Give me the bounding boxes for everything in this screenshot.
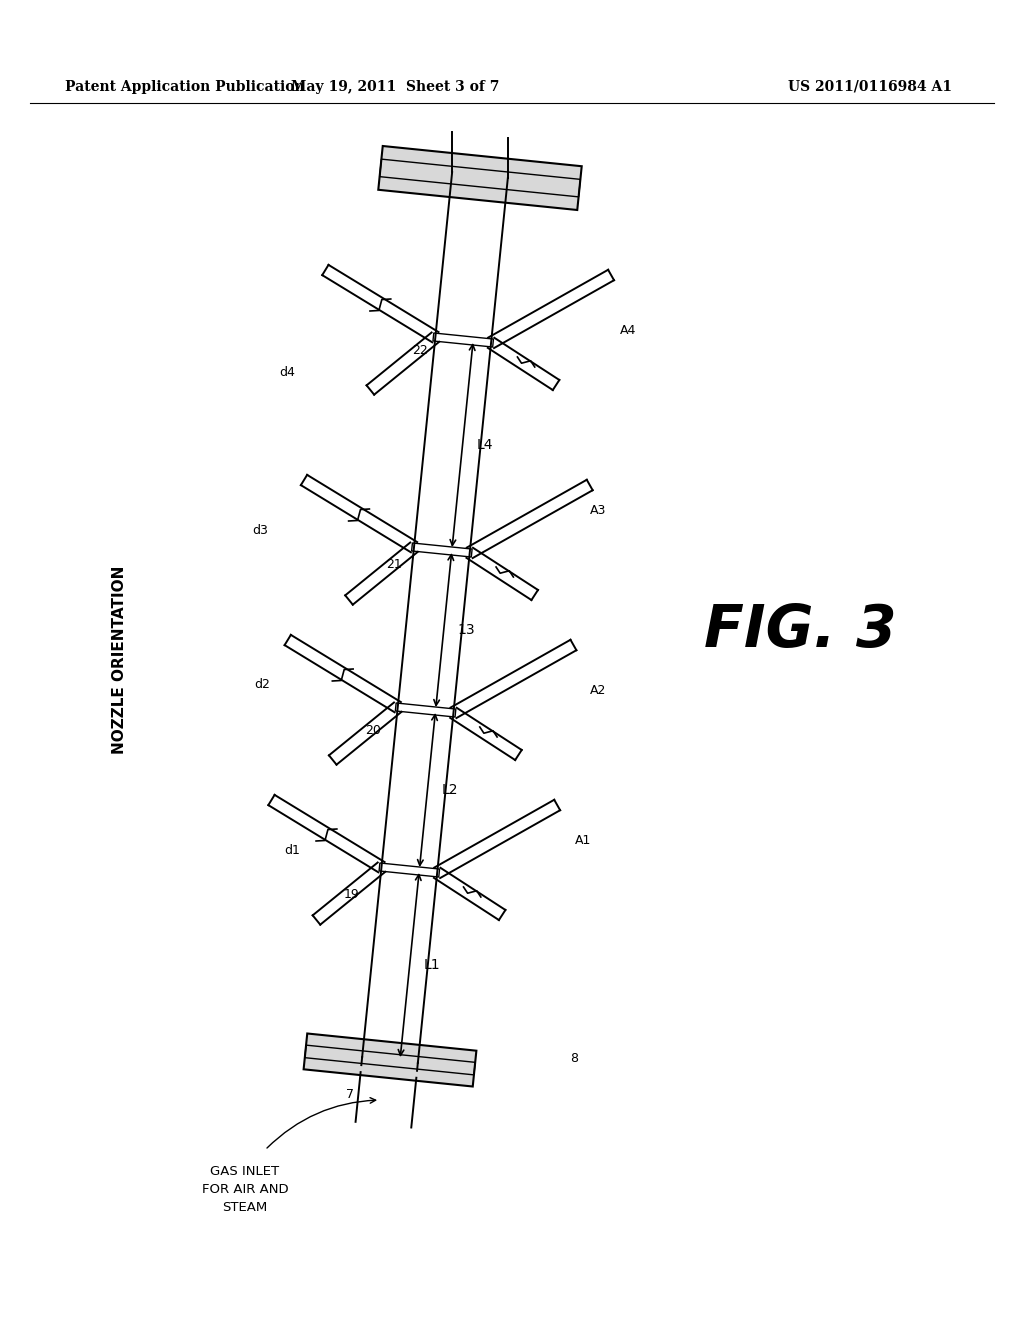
Text: A1: A1 <box>575 833 592 846</box>
Polygon shape <box>379 863 439 876</box>
Polygon shape <box>412 543 472 557</box>
Polygon shape <box>395 704 456 717</box>
Text: 19: 19 <box>344 888 359 902</box>
Text: L4: L4 <box>476 438 493 451</box>
Text: d1: d1 <box>284 843 300 857</box>
Text: NOZZLE ORIENTATION: NOZZLE ORIENTATION <box>113 566 128 754</box>
Polygon shape <box>378 147 582 210</box>
Text: 8: 8 <box>570 1052 578 1064</box>
Text: L2: L2 <box>441 783 458 797</box>
Text: d4: d4 <box>280 366 295 379</box>
Text: FIG. 3: FIG. 3 <box>703 602 896 659</box>
Text: 22: 22 <box>413 343 428 356</box>
Text: A3: A3 <box>590 503 606 516</box>
Text: US 2011/0116984 A1: US 2011/0116984 A1 <box>788 81 952 94</box>
Text: 20: 20 <box>365 723 381 737</box>
Text: Patent Application Publication: Patent Application Publication <box>65 81 304 94</box>
Polygon shape <box>303 1034 476 1086</box>
Text: A2: A2 <box>590 684 606 697</box>
Polygon shape <box>433 333 494 347</box>
Text: d2: d2 <box>254 678 270 692</box>
Text: 21: 21 <box>386 558 401 572</box>
Text: 13: 13 <box>458 623 475 638</box>
Text: A4: A4 <box>620 323 636 337</box>
Text: L1: L1 <box>424 958 440 972</box>
Text: GAS INLET
FOR AIR AND
STEAM: GAS INLET FOR AIR AND STEAM <box>202 1166 289 1214</box>
Text: May 19, 2011  Sheet 3 of 7: May 19, 2011 Sheet 3 of 7 <box>291 81 499 94</box>
Text: 7: 7 <box>346 1089 354 1101</box>
Text: d3: d3 <box>252 524 268 536</box>
